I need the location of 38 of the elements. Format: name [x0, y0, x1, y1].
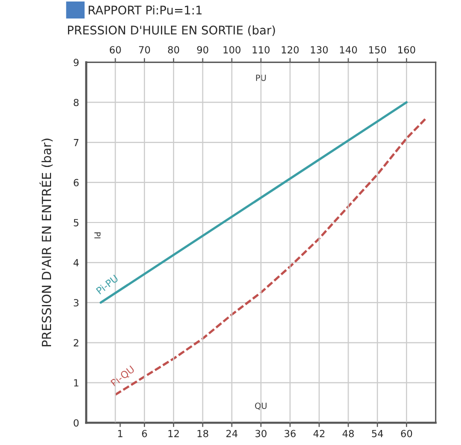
- y-axis-title: PRESSION D'AIR EN ENTRÉE (bar): [39, 138, 53, 346]
- x-tick-label: 12: [168, 430, 179, 438]
- y-tick-label: 4: [74, 259, 79, 266]
- annotation: QU: [255, 402, 267, 410]
- x2-tick-label: 140: [340, 46, 357, 54]
- annotation: PU: [256, 74, 266, 81]
- x-tick-label: 24: [226, 430, 238, 438]
- x-tick-label: 6: [142, 430, 147, 438]
- y-tick-label: 9: [74, 58, 79, 66]
- x2-tick-label: 70: [139, 46, 150, 54]
- y-tick-label: 0: [74, 419, 79, 427]
- x2-tick-label: 130: [310, 46, 328, 54]
- x-tick-label: 54: [372, 430, 384, 438]
- y-tick-label: 6: [74, 178, 79, 186]
- x2-tick-label: 90: [197, 46, 208, 54]
- x2-tick-label: 80: [168, 46, 180, 54]
- y-tick-label: 1: [74, 379, 78, 386]
- x2-tick-label: 160: [398, 46, 416, 54]
- x-tick-label: 48: [342, 430, 354, 438]
- x2-tick-label: 150: [369, 46, 386, 54]
- x2-tick-label: 120: [282, 46, 299, 54]
- annotation: PI: [94, 232, 100, 238]
- y-tick-label: 3: [74, 299, 78, 306]
- x2-tick-label: 100: [224, 46, 240, 54]
- y-tick-label: 2: [74, 339, 78, 346]
- x-tick-label: 1: [118, 430, 122, 438]
- x-tick-label: 18: [198, 430, 208, 438]
- x2-tick-label: 60: [110, 46, 121, 54]
- x-tick-label: 36: [284, 430, 296, 438]
- x-tick-label: 42: [313, 430, 324, 438]
- y-tick-label: 8: [74, 98, 79, 106]
- y-tick-label: 5: [74, 219, 78, 226]
- y-tick-label: 7: [74, 139, 78, 146]
- x2-axis-title: PRESSION D'HUILE EN SORTIE (bar): [68, 25, 275, 36]
- x-tick-label: 30: [255, 430, 266, 438]
- x2-tick-label: 110: [252, 46, 270, 54]
- x-tick-label: 60: [401, 430, 412, 438]
- chart-title: RAPPORT Pi:Pu=1:1: [88, 5, 202, 15]
